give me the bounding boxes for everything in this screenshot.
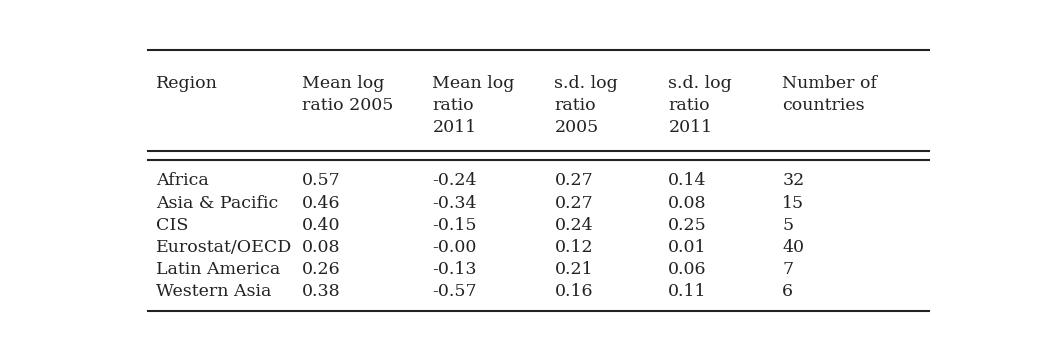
Text: -0.00: -0.00	[433, 239, 477, 256]
Text: s.d. log
ratio
2011: s.d. log ratio 2011	[669, 75, 732, 136]
Text: 40: 40	[782, 239, 804, 256]
Text: 0.46: 0.46	[302, 195, 340, 212]
Text: Region: Region	[155, 75, 217, 92]
Text: s.d. log
ratio
2005: s.d. log ratio 2005	[554, 75, 618, 136]
Text: Asia & Pacific: Asia & Pacific	[155, 195, 278, 212]
Text: CIS: CIS	[155, 217, 188, 234]
Text: 0.57: 0.57	[302, 172, 341, 189]
Text: 0.16: 0.16	[554, 283, 593, 301]
Text: 0.21: 0.21	[554, 261, 593, 278]
Text: 0.06: 0.06	[669, 261, 707, 278]
Text: 0.24: 0.24	[554, 217, 593, 234]
Text: 0.38: 0.38	[302, 283, 341, 301]
Text: -0.57: -0.57	[433, 283, 477, 301]
Text: 0.12: 0.12	[554, 239, 593, 256]
Text: 5: 5	[782, 217, 794, 234]
Text: 0.08: 0.08	[669, 195, 707, 212]
Text: 15: 15	[782, 195, 804, 212]
Text: 0.27: 0.27	[554, 172, 593, 189]
Text: Eurostat/OECD: Eurostat/OECD	[155, 239, 292, 256]
Text: -0.13: -0.13	[433, 261, 477, 278]
Text: 0.14: 0.14	[669, 172, 707, 189]
Text: 0.40: 0.40	[302, 217, 340, 234]
Text: Africa: Africa	[155, 172, 208, 189]
Text: 0.08: 0.08	[302, 239, 340, 256]
Text: -0.34: -0.34	[433, 195, 477, 212]
Text: 7: 7	[782, 261, 794, 278]
Text: Number of
countries: Number of countries	[782, 75, 877, 114]
Text: 0.11: 0.11	[669, 283, 707, 301]
Text: Mean log
ratio
2011: Mean log ratio 2011	[433, 75, 514, 136]
Text: 0.27: 0.27	[554, 195, 593, 212]
Text: 0.26: 0.26	[302, 261, 341, 278]
Text: 0.01: 0.01	[669, 239, 707, 256]
Text: 32: 32	[782, 172, 804, 189]
Text: Western Asia: Western Asia	[155, 283, 271, 301]
Text: Mean log
ratio 2005: Mean log ratio 2005	[302, 75, 394, 114]
Text: Latin America: Latin America	[155, 261, 280, 278]
Text: -0.24: -0.24	[433, 172, 477, 189]
Text: -0.15: -0.15	[433, 217, 477, 234]
Text: 0.25: 0.25	[669, 217, 707, 234]
Text: 6: 6	[782, 283, 793, 301]
